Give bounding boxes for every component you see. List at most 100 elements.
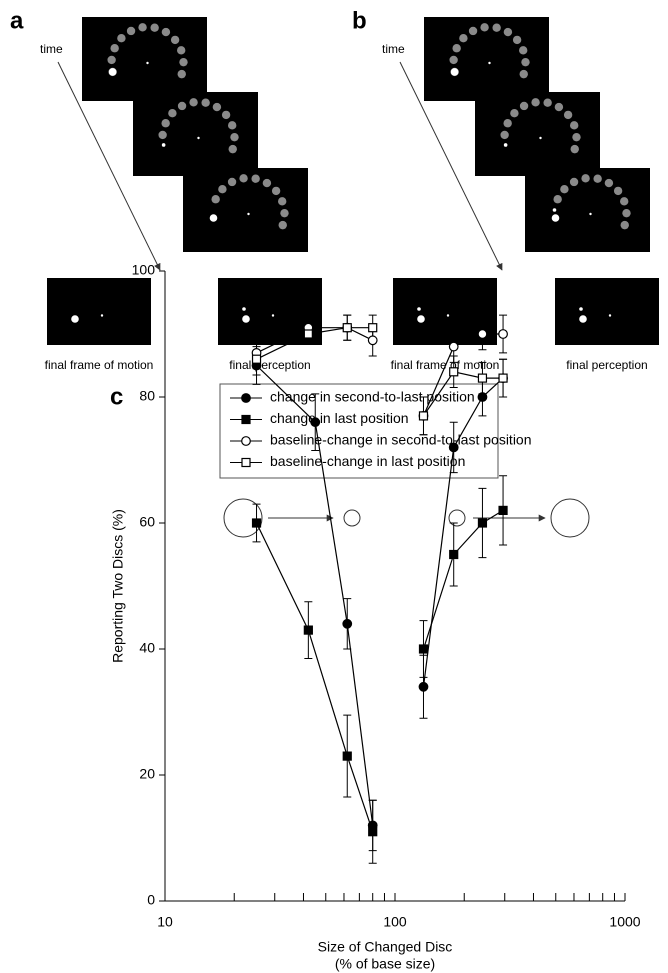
- disc: [569, 177, 579, 187]
- fixation-dot: [488, 61, 491, 65]
- disc: [593, 174, 602, 183]
- time-label: time: [40, 42, 63, 56]
- marker: [251, 518, 262, 528]
- disc: [563, 110, 573, 120]
- marker: [342, 618, 353, 629]
- fixation-dot: [608, 314, 612, 317]
- marker: [342, 323, 352, 333]
- disc: [531, 98, 540, 107]
- disc: [521, 57, 530, 67]
- legend-marker: [241, 436, 251, 446]
- disc: [553, 195, 562, 204]
- disc: [227, 121, 237, 130]
- marker: [367, 335, 378, 346]
- y-tick-label: 100: [132, 262, 156, 278]
- disc: [168, 109, 177, 118]
- x-axis-label: Size of Changed Disc: [318, 939, 453, 955]
- disc: [518, 46, 528, 55]
- disc: [510, 109, 519, 118]
- fixation-dot: [589, 212, 592, 216]
- panels: a time final frame of motion final percepti…: [10, 7, 659, 372]
- disc: [242, 315, 250, 323]
- disc: [552, 208, 557, 212]
- marker: [418, 644, 429, 654]
- fixation-dot: [146, 61, 149, 65]
- panel-label: b: [352, 7, 367, 34]
- disc: [622, 208, 631, 218]
- disc: [468, 26, 478, 36]
- marker: [498, 373, 508, 383]
- disc: [161, 27, 171, 37]
- disc: [503, 119, 512, 128]
- disc: [239, 174, 248, 183]
- legend-marker: [241, 457, 251, 468]
- marker: [303, 329, 313, 339]
- marker: [477, 518, 488, 528]
- disc: [117, 34, 126, 43]
- disc: [579, 315, 587, 323]
- disc: [278, 220, 287, 230]
- fixation-dot: [446, 314, 450, 317]
- disc: [620, 220, 629, 230]
- legend-label: change in second-to-last position: [270, 389, 475, 405]
- disc: [179, 57, 188, 67]
- disc: [619, 197, 629, 206]
- fixation-dot: [100, 314, 104, 317]
- series-line: [255, 509, 504, 832]
- y-tick-label: 40: [139, 640, 155, 656]
- disc: [579, 307, 583, 311]
- marker: [498, 505, 508, 515]
- disc: [560, 185, 569, 194]
- marker: [368, 827, 378, 837]
- marker: [449, 367, 459, 377]
- marker: [477, 373, 488, 383]
- legend-label: change in last position: [270, 410, 409, 426]
- disc: [519, 101, 529, 111]
- disc: [280, 208, 289, 218]
- disc: [569, 121, 579, 130]
- y-axis-label: Reporting Two Discs (%): [110, 509, 126, 663]
- caption: final perception: [566, 358, 647, 372]
- disc: [228, 144, 237, 154]
- chart: c 0 20 40 60 80 100 10 100 1000 Size of Changed Di…: [110, 262, 641, 972]
- series-line: [256, 327, 504, 417]
- disc: [150, 23, 159, 32]
- marker: [251, 354, 262, 364]
- disc: [158, 130, 167, 140]
- disc: [176, 46, 186, 55]
- marker: [342, 751, 352, 761]
- caption: final perception: [229, 358, 310, 372]
- disc: [492, 23, 501, 32]
- legend-marker: [241, 393, 251, 403]
- disc: [71, 315, 79, 323]
- disc: [417, 315, 425, 323]
- disc: [551, 214, 560, 222]
- panel-label: c: [110, 383, 123, 410]
- panel-label: a: [10, 7, 24, 34]
- disc: [251, 174, 260, 183]
- marker: [418, 681, 429, 692]
- disc: [581, 174, 590, 183]
- y-tick-label: 60: [139, 514, 155, 530]
- marker: [310, 417, 321, 428]
- disc: [519, 69, 528, 79]
- fixation-dot: [247, 212, 250, 216]
- marker: [418, 411, 429, 421]
- disc: [570, 144, 579, 154]
- legend-marker: [241, 414, 251, 425]
- size-diagram: [223, 498, 590, 538]
- disc: [503, 143, 508, 147]
- panel: a time final frame of motion final percepti…: [10, 7, 322, 372]
- marker: [449, 549, 459, 560]
- disc: [170, 35, 180, 45]
- x-tick-label: 10: [157, 914, 173, 930]
- disc: [512, 35, 522, 45]
- y-tick-label: 80: [139, 388, 155, 404]
- disc: [177, 69, 186, 79]
- disc: [189, 98, 198, 107]
- marker: [477, 329, 488, 339]
- disc: [177, 101, 187, 111]
- legend-label: baseline-change in last position: [270, 453, 465, 469]
